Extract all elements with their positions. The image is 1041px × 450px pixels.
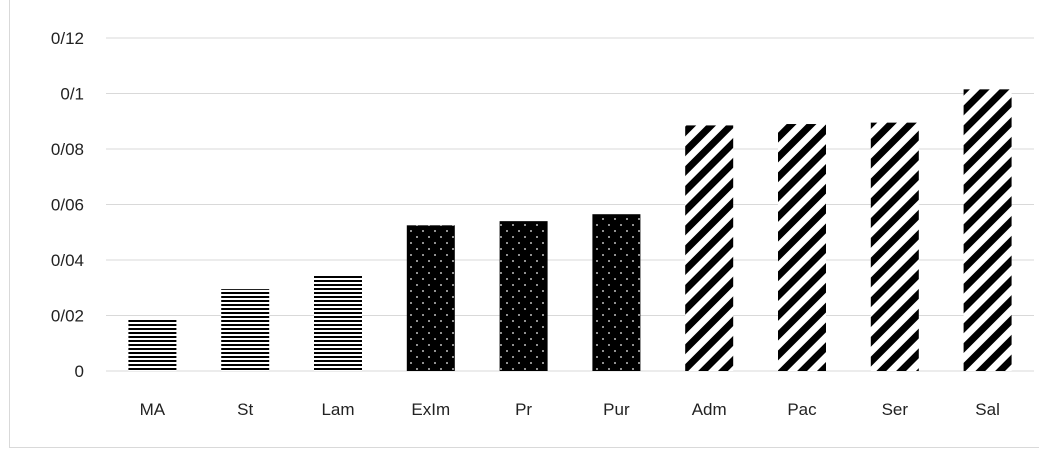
- y-tick-label: 0/04: [51, 251, 84, 270]
- x-tick-label: St: [237, 400, 253, 419]
- x-tick-label: Sal: [975, 400, 1000, 419]
- y-tick-label: 0/1: [60, 85, 84, 104]
- bar-lam: [314, 275, 362, 371]
- x-tick-label: Pr: [515, 400, 532, 419]
- chart-frame: [9, 0, 1039, 448]
- bar-pr: [499, 221, 548, 371]
- y-tick-label: 0: [75, 362, 84, 381]
- bar-pur: [592, 214, 641, 371]
- y-tick-label: 0/06: [51, 196, 84, 215]
- x-tick-label: Ser: [882, 400, 909, 419]
- x-tick-label: Pac: [787, 400, 817, 419]
- y-axis-ticks: 0 0/02 0/04 0/06 0/08 0/1 0/12: [51, 29, 84, 381]
- x-tick-label: Pur: [603, 400, 630, 419]
- bar-st: [221, 289, 270, 371]
- x-tick-label: MA: [140, 400, 166, 419]
- bar-ser: [870, 122, 919, 371]
- x-axis-ticks: MA St Lam ExIm Pr Pur Adm Pac Ser Sal: [140, 400, 1000, 419]
- bar-exim: [406, 225, 455, 371]
- bars: [128, 89, 1012, 372]
- bar-adm: [685, 125, 734, 371]
- bar-ma: [128, 318, 177, 371]
- y-tick-label: 0/02: [51, 307, 84, 326]
- x-tick-label: ExIm: [411, 400, 450, 419]
- y-tick-label: 0/08: [51, 140, 84, 159]
- bar-pac: [778, 124, 826, 372]
- x-tick-label: Adm: [692, 400, 727, 419]
- y-tick-label: 0/12: [51, 29, 84, 48]
- bar-sal: [963, 89, 1012, 372]
- x-tick-label: Lam: [321, 400, 354, 419]
